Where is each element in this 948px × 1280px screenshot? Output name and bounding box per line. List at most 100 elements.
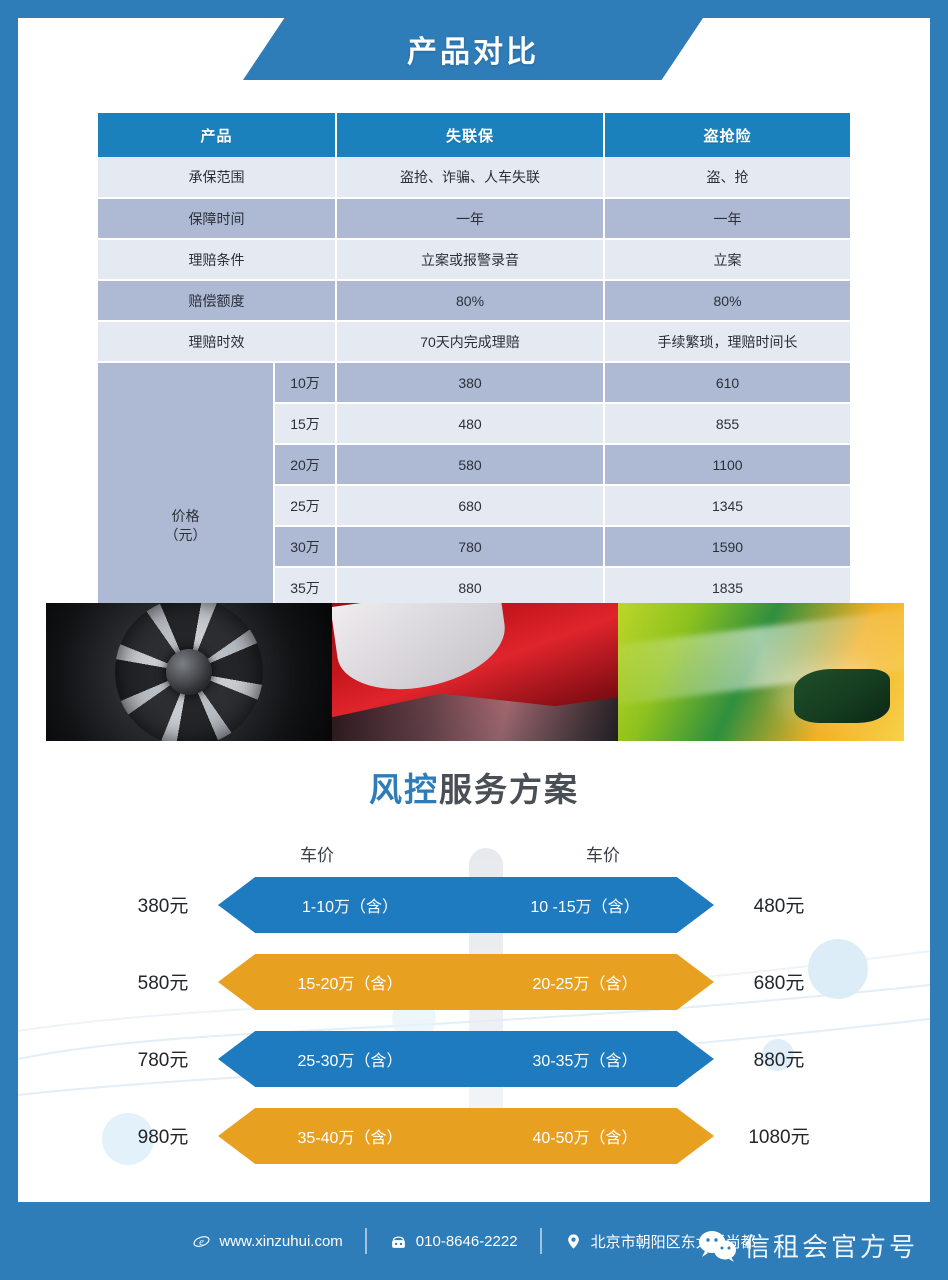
header-banner: 产品对比 [18, 18, 930, 80]
price-shilianbao: 880 [336, 567, 606, 609]
footer-bar: e www.xinzuhui.com 010-8646-2222 北京市朝阳区东… [18, 1202, 930, 1280]
cell-shilianbao: 一年 [336, 198, 606, 240]
footer-website[interactable]: e www.xinzuhui.com [192, 1232, 343, 1251]
price-table-row: 15万 480 855 [98, 403, 851, 445]
price-table-row: 20万 580 1100 [98, 444, 851, 486]
section-title-highlight: 风控 [369, 771, 439, 808]
price-tier: 25万 [274, 485, 338, 527]
footer-website-text: www.xinzuhui.com [219, 1232, 343, 1250]
flow-range-left: 35-40万（含） [297, 1130, 403, 1147]
section-title: 风控服务方案 [18, 763, 930, 811]
footer-phone-text: 010-8646-2222 [415, 1232, 518, 1250]
table-row: 赔偿额度 80% 80% [98, 280, 851, 322]
price-table-row: 25万 680 1345 [98, 485, 851, 527]
row-label: 保障时间 [98, 198, 338, 240]
cell-daoqiangxian: 立案 [604, 239, 851, 281]
flow-range-right: 20-25万（含） [532, 976, 638, 993]
price-tier: 10万 [274, 362, 338, 404]
flow-arrow: 15-20万（含） 20-25万（含） [218, 954, 714, 1010]
flow-price-left: 980元 [137, 1127, 189, 1148]
flow-range-left: 1-10万（含） [301, 899, 399, 916]
label-car-price-right: 车价 [586, 846, 620, 865]
column-header-product: 产品 [98, 113, 338, 157]
price-table-row: 价格 （元） 10万 380 610 [98, 362, 851, 691]
row-label: 理赔条件 [98, 239, 338, 281]
wheel-rim-photo [46, 603, 332, 741]
flow-range-left: 15-20万（含） [297, 976, 403, 993]
price-tier: 30万 [274, 526, 338, 568]
price-shilianbao: 380 [336, 362, 606, 404]
flow-range-right: 10 -15万（含） [530, 899, 640, 916]
price-label-line1: 价格 [171, 508, 200, 525]
table-row: 理赔时效 70天内完成理赔 手续繁琐，理赔时间长 [98, 321, 851, 363]
column-header-shilianbao: 失联保 [336, 113, 606, 157]
flow-price-right: 880元 [753, 1050, 805, 1071]
flow-price-left: 580元 [137, 973, 189, 994]
label-car-price-left: 车价 [300, 846, 334, 865]
red-car-polish-photo [332, 603, 618, 741]
price-daoqiangxian: 1345 [604, 485, 851, 527]
cell-daoqiangxian: 手续繁琐，理赔时间长 [604, 321, 851, 363]
row-label: 承保范围 [98, 157, 338, 199]
table-row: 保障时间 一年 一年 [98, 198, 851, 240]
price-tier: 20万 [274, 444, 338, 486]
page-title: 产品对比 [407, 36, 539, 69]
flow-arrow: 1-10万（含） 10 -15万（含） [218, 877, 714, 933]
price-shilianbao: 480 [336, 403, 606, 445]
browser-icon: e [192, 1232, 211, 1251]
telephone-icon [389, 1232, 408, 1251]
location-pin-icon [564, 1232, 583, 1251]
price-tier: 35万 [274, 567, 338, 609]
flow-rows: 380元 1-10万（含） 10 -15万（含） 480元 580元 15-20… [18, 871, 930, 1179]
cell-daoqiangxian: 80% [604, 280, 851, 322]
price-daoqiangxian: 610 [604, 362, 851, 404]
flow-price-right: 680元 [753, 973, 805, 994]
cell-shilianbao: 70天内完成理赔 [336, 321, 606, 363]
flow-range-left: 25-30万（含） [297, 1053, 403, 1070]
price-daoqiangxian: 1835 [604, 567, 851, 609]
flow-row: 580元 15-20万（含） 20-25万（含） 680元 [18, 948, 930, 1025]
price-tier: 15万 [274, 403, 338, 445]
cell-shilianbao: 盗抢、诈骗、人车失联 [336, 157, 606, 199]
price-table-row: 30万 780 1590 [98, 526, 851, 568]
price-daoqiangxian: 1590 [604, 526, 851, 568]
flow-price-left: 380元 [137, 896, 189, 917]
poster-inner: 产品对比 产品 失联保 盗抢险 承保范围 盗抢、诈骗、人车失联 盗、抢 [18, 18, 930, 1280]
table-row: 理赔条件 立案或报警录音 立案 [98, 239, 851, 281]
flow-range-right: 30-35万（含） [532, 1053, 638, 1070]
photo-strip [46, 603, 904, 741]
footer-divider [364, 1228, 367, 1254]
table-row: 承保范围 盗抢、诈骗、人车失联 盗、抢 [98, 157, 851, 199]
row-label: 理赔时效 [98, 321, 338, 363]
cell-shilianbao: 立案或报警录音 [336, 239, 606, 281]
cell-daoqiangxian: 一年 [604, 198, 851, 240]
row-label: 赔偿额度 [98, 280, 338, 322]
risk-control-flow: 车价 车价 380元 1-10万（含） 10 -15万（含） 480元 580元… [18, 823, 930, 1203]
price-shilianbao: 780 [336, 526, 606, 568]
price-shilianbao: 580 [336, 444, 606, 486]
footer-address-text: 北京市朝阳区东大桥尚都 [590, 1233, 756, 1251]
price-daoqiangxian: 855 [604, 403, 851, 445]
column-header-daoqiangxian: 盗抢险 [604, 113, 851, 157]
flow-price-right: 1080元 [748, 1127, 810, 1148]
road-mirror-photo [618, 603, 904, 741]
price-daoqiangxian: 1100 [604, 444, 851, 486]
footer-divider [539, 1228, 542, 1254]
price-shilianbao: 680 [336, 485, 606, 527]
flow-arrow: 35-40万（含） 40-50万（含） [218, 1108, 714, 1164]
flow-price-left: 780元 [137, 1050, 189, 1071]
flow-row: 380元 1-10万（含） 10 -15万（含） 480元 [18, 871, 930, 948]
footer-phone[interactable]: 010-8646-2222 [389, 1232, 518, 1251]
table-header-row: 产品 失联保 盗抢险 [98, 113, 851, 157]
flow-price-right: 480元 [753, 896, 805, 917]
cell-shilianbao: 80% [336, 280, 606, 322]
footer-address: 北京市朝阳区东大桥尚都 [564, 1231, 756, 1252]
svg-text:e: e [200, 1237, 205, 1248]
price-label-line2: （元） [164, 527, 207, 543]
section-title-rest: 服务方案 [439, 771, 579, 808]
flow-arrow: 25-30万（含） 30-35万（含） [218, 1031, 714, 1087]
banner-shape [243, 18, 703, 80]
flow-row: 980元 35-40万（含） 40-50万（含） 1080元 [18, 1102, 930, 1179]
cell-daoqiangxian: 盗、抢 [604, 157, 851, 199]
